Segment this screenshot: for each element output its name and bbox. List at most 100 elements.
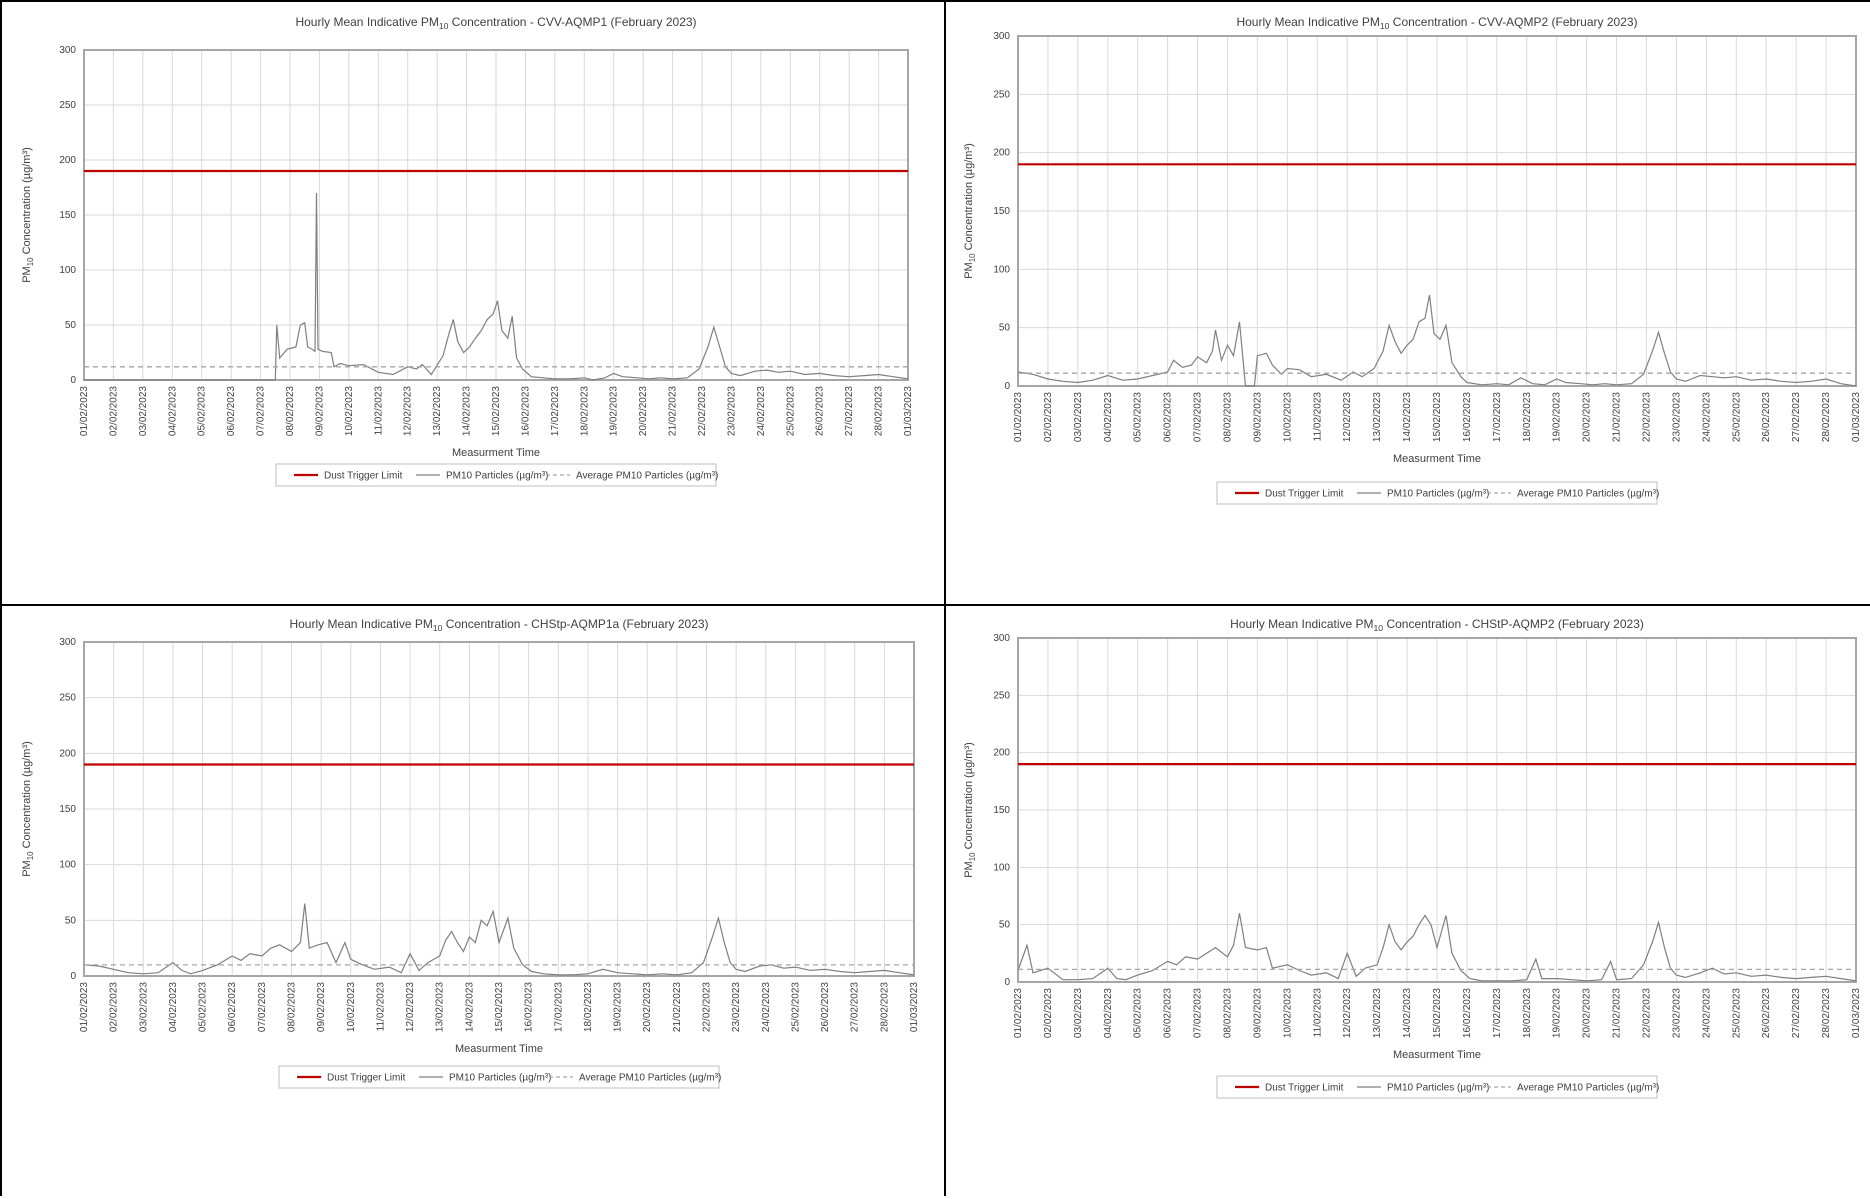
x-tick-label: 24/02/2023: [756, 386, 767, 436]
y-tick-label: 200: [993, 748, 1010, 759]
x-tick-label: 12/02/2023: [405, 982, 416, 1032]
x-tick-label: 21/02/2023: [672, 982, 683, 1032]
x-tick-label: 25/02/2023: [1731, 988, 1742, 1038]
legend-box: [275, 463, 717, 487]
x-tick-label: 14/02/2023: [1402, 392, 1413, 442]
x-tick-label: 04/02/2023: [1103, 988, 1114, 1038]
x-tick-label: 17/02/2023: [550, 386, 561, 436]
y-tick-label: 100: [59, 265, 76, 276]
x-tick-label: 01/03/2023: [1851, 392, 1862, 442]
x-tick-label: 18/02/2023: [1522, 988, 1533, 1038]
x-tick-label: 08/02/2023: [287, 982, 298, 1032]
x-tick-label: 01/03/2023: [903, 386, 914, 436]
y-tick-label: 0: [1004, 381, 1010, 392]
x-tick-label: 05/02/2023: [1133, 392, 1144, 442]
x-tick-label: 13/02/2023: [432, 386, 443, 436]
y-tick-label: 300: [59, 637, 76, 648]
y-tick-label: 250: [59, 693, 76, 704]
x-tick-label: 27/02/2023: [1791, 988, 1802, 1038]
x-tick-label: 23/02/2023: [1671, 988, 1682, 1038]
x-tick-label: 20/02/2023: [1582, 988, 1593, 1038]
x-tick-label: 25/02/2023: [785, 386, 796, 436]
x-tick-label: 11/02/2023: [1312, 392, 1323, 442]
legend-label: Average PM10 Particles (µg/m³): [1517, 489, 1659, 500]
chart-title-pre: Hourly Mean Indicative PM: [289, 617, 432, 631]
x-tick-label: 27/02/2023: [844, 386, 855, 436]
x-tick-label: 03/02/2023: [138, 386, 149, 436]
frame-top: [0, 0, 1870, 2]
x-tick-label: 24/02/2023: [1701, 988, 1712, 1038]
chart-title-post: Concentration - CHStp-AQMP1a (February 2…: [442, 617, 708, 631]
x-tick-label: 27/02/2023: [1791, 392, 1802, 442]
legend-label: PM10 Particles (µg/m³): [1387, 1083, 1489, 1094]
y-axis-title: PM10 Concentration (µg/m³): [21, 741, 35, 877]
chart-panel-cvv-aqmp1: Hourly Mean Indicative PM10 Concentratio…: [8, 8, 944, 598]
x-tick-label: 08/02/2023: [1223, 988, 1234, 1038]
x-tick-label: 16/02/2023: [1462, 392, 1473, 442]
x-tick-label: 13/02/2023: [435, 982, 446, 1032]
x-tick-label: 27/02/2023: [850, 982, 861, 1032]
y-tick-label: 50: [999, 323, 1011, 334]
chart-title-pre: Hourly Mean Indicative PM: [295, 15, 438, 29]
x-tick-label: 12/02/2023: [1342, 392, 1353, 442]
y-tick-label: 250: [993, 690, 1010, 701]
x-tick-label: 01/03/2023: [1851, 988, 1862, 1038]
x-tick-label: 26/02/2023: [1761, 392, 1772, 442]
series-line-pm10: [1017, 913, 1857, 982]
x-tick-label: 01/02/2023: [79, 982, 90, 1032]
legend-box: [1216, 1075, 1658, 1099]
x-tick-label: 13/02/2023: [1372, 988, 1383, 1038]
y-tick-label: 150: [993, 206, 1010, 217]
y-axis-title-post: Concentration (µg/m³): [21, 147, 33, 257]
vertical-divider: [944, 0, 946, 1196]
y-tick-label: 150: [59, 210, 76, 221]
x-tick-label: 23/02/2023: [731, 982, 742, 1032]
legend-label: Average PM10 Particles (µg/m³): [579, 1073, 721, 1084]
y-axis-title-post: Concentration (µg/m³): [963, 742, 975, 852]
x-tick-label: 11/02/2023: [375, 982, 386, 1032]
x-tick-label: 09/02/2023: [314, 386, 325, 436]
x-tick-label: 17/02/2023: [1492, 988, 1503, 1038]
x-tick-label: 04/02/2023: [168, 982, 179, 1032]
y-tick-label: 200: [59, 748, 76, 759]
x-tick-label: 16/02/2023: [1462, 988, 1473, 1038]
x-tick-label: 05/02/2023: [197, 386, 208, 436]
y-tick-label: 100: [993, 862, 1010, 873]
chart-panel-chstp-aqmp2: Hourly Mean Indicative PM 10 Concentratio…: [950, 610, 1866, 1194]
x-tick-label: 13/02/2023: [1372, 392, 1383, 442]
x-tick-label: 02/02/2023: [1043, 988, 1054, 1038]
x-tick-label: 07/02/2023: [257, 982, 268, 1032]
legend-label: PM10 Particles (µg/m³): [446, 471, 548, 482]
x-tick-label: 19/02/2023: [1552, 988, 1563, 1038]
chart-title-sub: 10: [433, 623, 443, 633]
plot-border: [1017, 35, 1857, 387]
x-tick-label: 04/02/2023: [1103, 392, 1114, 442]
x-axis-title: Measurment Time: [1393, 453, 1481, 465]
x-tick-label: 02/02/2023: [109, 982, 120, 1032]
chart-svg-cvv-aqmp1: Hourly Mean Indicative PM10 Concentratio…: [21, 15, 914, 487]
x-tick-label: 22/02/2023: [1642, 392, 1653, 442]
y-axis-title: PM10 Concentration (µg/m³): [963, 742, 977, 878]
y-tick-label: 100: [993, 264, 1010, 275]
x-tick-label: 23/02/2023: [726, 386, 737, 436]
chart-title-pre: Hourly Mean Indicative PM: [1230, 617, 1373, 631]
legend-label: PM10 Particles (µg/m³): [1387, 489, 1489, 500]
x-tick-label: 12/02/2023: [403, 386, 414, 436]
x-tick-label: 17/02/2023: [553, 982, 564, 1032]
x-tick-label: 19/02/2023: [1552, 392, 1563, 442]
x-tick-label: 26/02/2023: [815, 386, 826, 436]
x-tick-label: 01/02/2023: [1013, 988, 1024, 1038]
x-tick-label: 18/02/2023: [1522, 392, 1533, 442]
x-tick-label: 14/02/2023: [464, 982, 475, 1032]
x-tick-label: 09/02/2023: [316, 982, 327, 1032]
y-axis-title-sub: 10: [968, 852, 977, 861]
x-tick-label: 10/02/2023: [346, 982, 357, 1032]
x-tick-label: 20/02/2023: [638, 386, 649, 436]
x-tick-label: 02/02/2023: [1043, 392, 1054, 442]
y-tick-label: 150: [59, 804, 76, 815]
legend-label: Dust Trigger Limit: [1265, 1083, 1344, 1094]
x-tick-label: 15/02/2023: [494, 982, 505, 1032]
x-tick-label: 03/02/2023: [138, 982, 149, 1032]
plot-border: [1017, 637, 1857, 983]
x-tick-label: 10/02/2023: [1282, 988, 1293, 1038]
